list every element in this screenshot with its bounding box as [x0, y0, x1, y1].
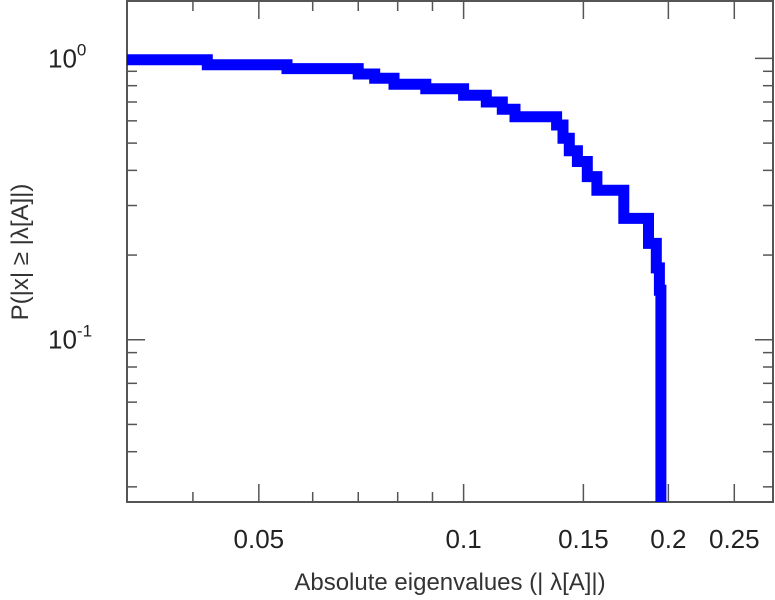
x-tick-label: 0.05: [234, 524, 285, 554]
x-tick-label: 0.1: [446, 524, 482, 554]
axis-ticks: [127, 1, 773, 502]
x-tick-label: 0.2: [650, 524, 686, 554]
series-line: [127, 54, 667, 502]
y-tick-label: 10-1: [48, 322, 92, 355]
y-axis-label: P(|x| ≥ |λ[A]|): [7, 184, 34, 321]
x-tick-label: 0.25: [709, 524, 760, 554]
x-tick-labels: 0.05 0.1 0.15 0.2 0.25: [234, 524, 760, 554]
x-tick-label: 0.15: [558, 524, 609, 554]
x-axis-label: Absolute eigenvalues (| λ[A]|): [294, 569, 605, 596]
y-tick-label: 100: [48, 40, 86, 73]
y-tick-labels: 100 10-1: [48, 40, 92, 354]
plot-frame: [126, 0, 774, 503]
series-layer: [127, 54, 667, 502]
